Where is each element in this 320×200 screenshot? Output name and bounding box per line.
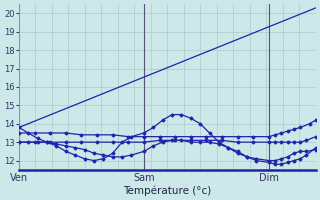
X-axis label: Température (°c): Température (°c) (123, 185, 212, 196)
